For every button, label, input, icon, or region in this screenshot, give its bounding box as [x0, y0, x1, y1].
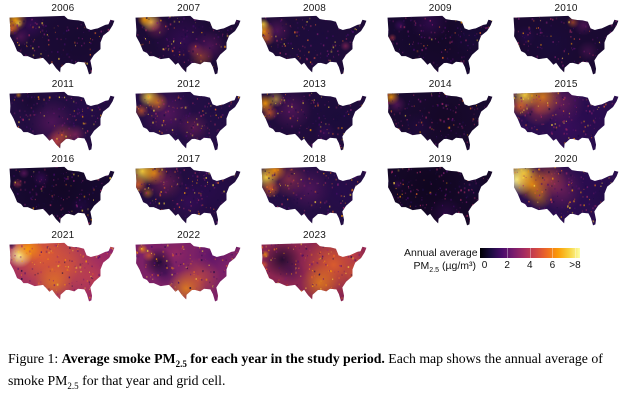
year-label-2021: 2021	[51, 229, 75, 241]
us-map-2011	[9, 90, 117, 153]
caption-text: 2.5	[67, 380, 79, 391]
map-cell-2008: 2008	[260, 3, 368, 79]
map-cell-2016: 2016	[9, 154, 117, 230]
year-label-2019: 2019	[428, 154, 452, 165]
year-label-2010: 2010	[554, 3, 578, 14]
unit-subscript: 2.5	[429, 267, 440, 275]
caption-bold-text: for each year in the study period.	[186, 351, 385, 366]
year-label-2015: 2015	[554, 78, 578, 90]
maps-grid: 2006 2007 2008 2009 2010 2011 2012 2013 2014 2015…	[9, 3, 620, 306]
us-map-2018	[260, 166, 368, 228]
year-label-2022: 2022	[177, 229, 201, 241]
us-map-2008	[260, 15, 368, 77]
us-map-2017	[135, 166, 243, 228]
us-map-2020	[512, 166, 620, 228]
colorbar-tick-mark	[552, 248, 554, 258]
map-cell-2023: 2023	[260, 229, 368, 306]
year-label-2006: 2006	[51, 3, 75, 14]
us-map-2022	[135, 241, 243, 304]
colorbar-tick-label-3: 6	[549, 260, 556, 271]
caption-text: Figure 1:	[8, 351, 62, 366]
us-map-2012	[135, 90, 243, 153]
us-map-2010	[512, 15, 620, 77]
us-map-2009	[386, 15, 494, 77]
legend-unit-label: PM2.5 (µg/m³)	[404, 260, 480, 274]
map-cell-2022: 2022	[135, 229, 243, 306]
us-map-2015	[512, 90, 620, 153]
colorbar-tick-label-1: 2	[504, 260, 510, 271]
year-label-2014: 2014	[428, 78, 452, 90]
caption-bold-text: 2.5	[175, 358, 187, 369]
colorbar-tick-label-4: >8	[569, 260, 581, 271]
colorbar-tick-mark	[575, 248, 576, 258]
year-label-2016: 2016	[51, 154, 75, 165]
map-cell-2006: 2006	[9, 3, 117, 79]
map-cell-2013: 2013	[260, 78, 368, 155]
year-label-2012: 2012	[177, 78, 201, 90]
figure-caption: Figure 1: Average smoke PM2.5 for each y…	[8, 349, 623, 392]
unit-pm: PM	[413, 260, 430, 272]
map-cell-2017: 2017	[135, 154, 243, 230]
colorbar-legend: Annual average PM2.5 (µg/m³) 0 2 4 6 >8	[404, 247, 604, 274]
year-label-2020: 2020	[554, 154, 578, 165]
colorbar	[480, 248, 580, 258]
colorbar-tick-labels: 0 2 4 6 >8	[480, 260, 581, 272]
caption-bold-text: Average smoke PM	[61, 351, 176, 366]
us-map-2007	[135, 15, 243, 77]
map-cell-2007: 2007	[135, 3, 243, 79]
legend-row-bottom: PM2.5 (µg/m³) 0 2 4 6 >8	[404, 260, 604, 274]
us-map-2019	[386, 166, 494, 228]
us-map-2013	[260, 90, 368, 153]
us-map-2023	[260, 241, 368, 304]
year-label-2023: 2023	[302, 229, 326, 241]
us-map-2014	[386, 90, 494, 153]
caption-text: Each map shows the annual average of smo…	[8, 351, 603, 388]
colorbar-tick-label-2: 4	[526, 260, 533, 271]
map-cell-2010: 2010	[512, 3, 620, 79]
map-cell-2011: 2011	[9, 78, 117, 155]
year-label-2007: 2007	[177, 3, 201, 14]
caption-text: for that year and grid cell.	[78, 372, 226, 388]
year-label-2009: 2009	[428, 3, 452, 14]
map-cell-2015: 2015	[512, 78, 620, 155]
us-map-2021	[9, 241, 117, 304]
year-label-2018: 2018	[302, 154, 326, 165]
year-label-2011: 2011	[51, 78, 75, 90]
colorbar-tick-mark	[507, 248, 509, 258]
legend-title: Annual average	[404, 247, 478, 259]
colorbar-tick-label-0: 0	[481, 260, 488, 271]
map-cell-2009: 2009	[386, 3, 494, 79]
map-cell-2020: 2020	[512, 154, 620, 230]
legend-row-top: Annual average	[404, 247, 604, 259]
map-cell-2019: 2019	[386, 154, 494, 230]
us-map-2006	[9, 15, 117, 77]
map-cell-2018: 2018	[260, 154, 368, 230]
year-label-2008: 2008	[302, 3, 326, 14]
us-map-2016	[9, 166, 117, 228]
year-label-2013: 2013	[302, 78, 326, 90]
colorbar-tick-mark	[529, 248, 531, 258]
map-cell-2012: 2012	[135, 78, 243, 155]
year-label-2017: 2017	[177, 154, 201, 165]
map-cell-2021: 2021	[9, 229, 117, 306]
unit-rest: (µg/m³)	[439, 260, 476, 272]
map-cell-2014: 2014	[386, 78, 494, 155]
